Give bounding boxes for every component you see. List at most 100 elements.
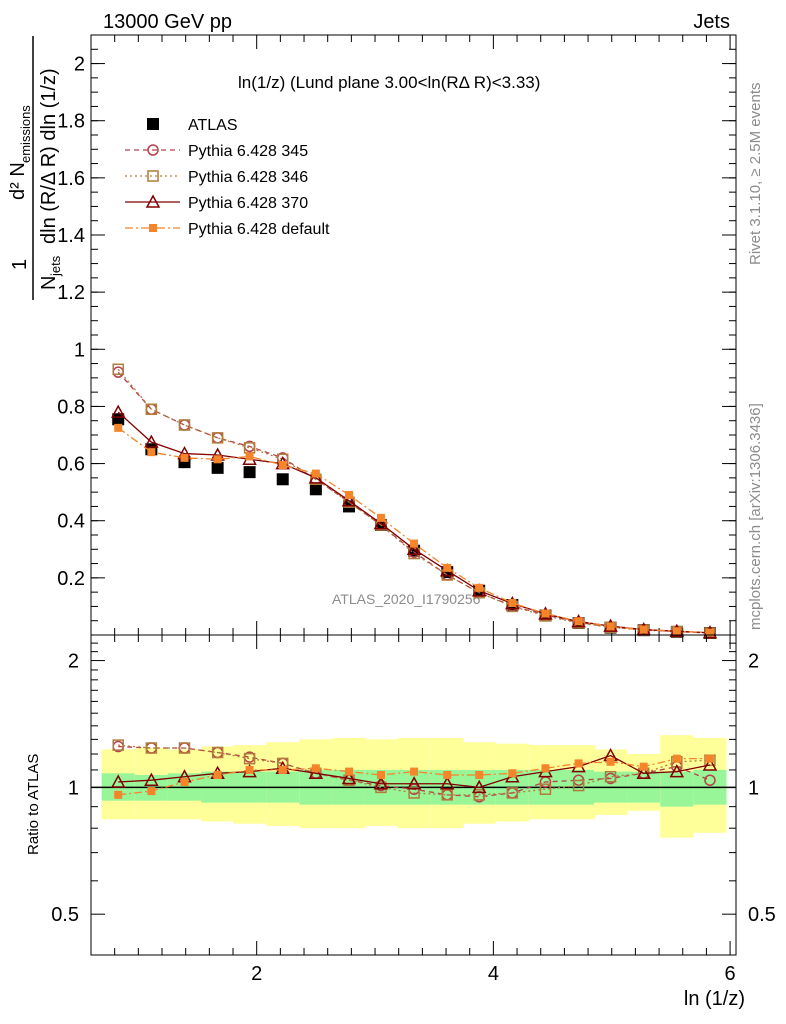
ratio-point-pythia-6-428-370	[702, 757, 718, 771]
main-point-atlas	[243, 466, 256, 479]
legend-label: Pythia 6.428 370	[188, 195, 308, 212]
ratio-point-pythia-6-428-default	[606, 757, 615, 766]
main-point-pythia-6-428-370	[373, 516, 389, 530]
legend-marker	[147, 170, 159, 182]
ratio-point-pythia-6-428-346	[243, 752, 256, 765]
main-point-pythia-6-428-default	[114, 423, 123, 432]
ratio-point-pythia-6-428-346	[572, 779, 585, 792]
ylabel-emissions-sub: emissions	[18, 105, 33, 163]
y-tick-label: 0.6	[57, 454, 85, 476]
ylabel-d2n: d² N	[7, 162, 29, 200]
ratio-point-pythia-6-428-default	[443, 770, 452, 779]
main-point-atlas	[112, 413, 125, 426]
ratio-point-pythia-6-428-default	[278, 765, 287, 774]
ratio-point-pythia-6-428-370	[669, 764, 685, 778]
ratio-point-pythia-6-428-default	[345, 767, 353, 776]
ratio-point-pythia-6-428-default	[541, 764, 550, 773]
main-point-pythia-6-428-default	[705, 628, 714, 637]
ratio-point-pythia-6-428-default	[705, 754, 714, 763]
ratio-point-pythia-6-428-370	[406, 776, 422, 790]
ratio-point-pythia-6-428-default	[213, 770, 222, 779]
ratio-point-pythia-6-428-346	[473, 789, 485, 801]
x-tick-label: 4	[488, 963, 499, 985]
ratio-point-pythia-6-428-346	[539, 783, 552, 795]
legend-label: Pythia 6.428 346	[188, 169, 308, 186]
main-point-pythia-6-428-370	[110, 404, 126, 418]
main-point-pythia-6-428-346	[211, 432, 224, 444]
uncertainty-band-green	[660, 771, 694, 807]
ratio-point-pythia-6-428-370	[373, 776, 389, 790]
main-point-atlas	[309, 483, 322, 496]
ratio-panel: 2 4 6 0.5 0.5 1 1 2 2 Ratio to ATLAS	[25, 634, 776, 985]
main-point-pythia-6-428-346	[112, 363, 124, 376]
plot-title: ln(1/z) (Lund plane 3.00<ln(RΔ R)<3.33)	[238, 73, 540, 92]
main-point-pythia-6-428-default	[443, 563, 452, 572]
ratio-point-pythia-6-428-346	[441, 789, 453, 801]
x-tick-label: 6	[725, 963, 736, 985]
ratio-point-pythia-6-428-370	[636, 765, 651, 780]
ratio-point-pythia-6-428-346	[211, 746, 224, 759]
legend-marker	[145, 194, 161, 208]
ratio-point-pythia-6-428-default	[672, 754, 681, 763]
main-point-pythia-6-428-default	[213, 455, 222, 464]
y-tick-label: 1.8	[57, 111, 85, 133]
ratio-point-pythia-6-428-370	[471, 779, 487, 794]
legend-marker	[147, 144, 159, 156]
header-energy: 13000 GeV pp	[103, 11, 232, 33]
main-point-pythia-6-428-default	[345, 491, 353, 499]
main-point-pythia-6-428-default	[541, 609, 550, 618]
ratio-point-pythia-6-428-default	[508, 769, 517, 778]
main-point-pythia-6-428-default	[475, 583, 484, 592]
ratio-point-pythia-6-428-370	[110, 774, 126, 788]
ratio-y-tick-label-right: 2	[748, 651, 759, 673]
ratio-point-pythia-6-428-346	[506, 787, 519, 799]
main-point-pythia-6-428-346	[178, 419, 191, 431]
main-point-pythia-6-428-345	[178, 419, 191, 431]
y-tick-label: 0.4	[57, 511, 85, 533]
x-axis-label: ln (1/z)	[684, 988, 745, 1010]
y-tick-label: 1	[74, 339, 85, 361]
ratio-point-pythia-6-428-370	[341, 770, 357, 785]
ratio-y-tick-label: 0.5	[51, 904, 79, 926]
y-tick-label: 1.6	[57, 168, 85, 190]
ratio-point-pythia-6-428-346	[408, 787, 420, 799]
main-point-pythia-6-428-default	[508, 599, 517, 607]
ratio-point-pythia-6-428-346	[604, 770, 617, 783]
ratio-y-tick-label-right: 0.5	[748, 904, 776, 926]
side-rivet: Rivet 3.1.10, ≥ 2.5M events	[747, 83, 764, 266]
main-point-atlas	[276, 473, 289, 486]
main-point-pythia-6-428-default	[180, 453, 189, 462]
ratio-point-pythia-6-428-default	[114, 790, 123, 799]
ratio-y-tick-label: 1	[68, 777, 79, 799]
ratio-point-pythia-6-428-default	[410, 767, 419, 776]
ratio-point-pythia-6-428-default	[376, 770, 385, 779]
header-jets: Jets	[693, 11, 730, 33]
main-point-pythia-6-428-default	[672, 627, 681, 636]
watermark: ATLAS_2020_I1790256	[332, 591, 481, 607]
side-mcplots: mcplots.cern.ch [arXiv:1306.3436]	[747, 403, 764, 630]
ylabel-one: 1	[9, 259, 31, 270]
ratio-point-pythia-6-428-default	[311, 764, 320, 773]
main-point-pythia-6-428-default	[147, 448, 156, 457]
main-point-pythia-6-428-default	[311, 469, 320, 478]
main-point-pythia-6-428-default	[639, 625, 648, 634]
y-tick-label: 0.8	[57, 396, 85, 418]
ratio-point-pythia-6-428-default	[475, 770, 484, 779]
ratio-point-pythia-6-428-default	[574, 759, 583, 768]
main-point-pythia-6-428-default	[410, 539, 419, 548]
ratio-y-label: Ratio to ATLAS	[25, 754, 42, 855]
y-tick-label: 0.2	[57, 568, 85, 590]
ylabel-njets: N	[38, 276, 60, 290]
ylabel-jets-sub: jets	[48, 255, 63, 277]
main-point-pythia-6-428-370	[406, 541, 422, 556]
ratio-frame	[90, 634, 737, 956]
ratio-point-pythia-6-428-346	[178, 742, 191, 754]
ratio-line-pythia-6-428-346	[118, 744, 710, 796]
y-tick-label: 2	[74, 54, 85, 76]
main-point-pythia-6-428-default	[574, 617, 583, 626]
x-tick-label: 2	[251, 963, 262, 985]
ratio-point-pythia-6-428-345	[704, 774, 716, 786]
legend-label: Pythia 6.428 345	[188, 143, 308, 160]
ratio-point-pythia-6-428-346	[112, 739, 124, 751]
